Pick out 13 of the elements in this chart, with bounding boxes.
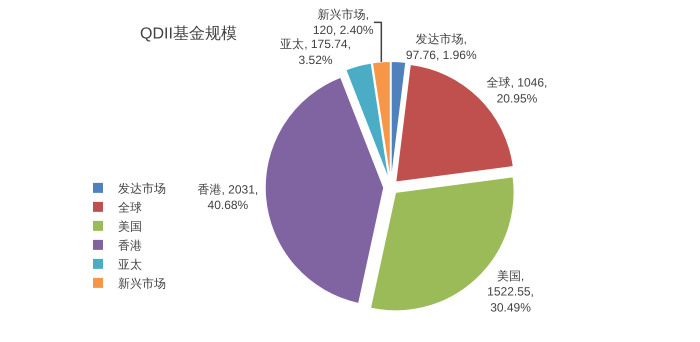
legend-label: 香港 — [118, 238, 142, 253]
data-label: 发达市场, 97.76, 1.96% — [406, 32, 477, 62]
data-label: 新兴市场, 120, 2.40% — [312, 8, 374, 38]
legend-label: 新兴市场 — [118, 276, 166, 291]
data-label: 亚太, 175.74, 3.52% — [280, 37, 351, 67]
legend-label: 全球 — [118, 200, 142, 215]
legend-label: 美国 — [118, 220, 142, 234]
data-label: 美国, 1522.55, 30.49% — [487, 269, 534, 314]
legend-label: 亚太 — [118, 258, 142, 272]
data-label: 全球, 1046, 20.95% — [486, 76, 548, 106]
legend-label: 发达市场 — [118, 182, 166, 196]
text: QDII基金规模 — [140, 24, 237, 43]
data-label: 香港, 2031, 40.68% — [198, 182, 258, 212]
